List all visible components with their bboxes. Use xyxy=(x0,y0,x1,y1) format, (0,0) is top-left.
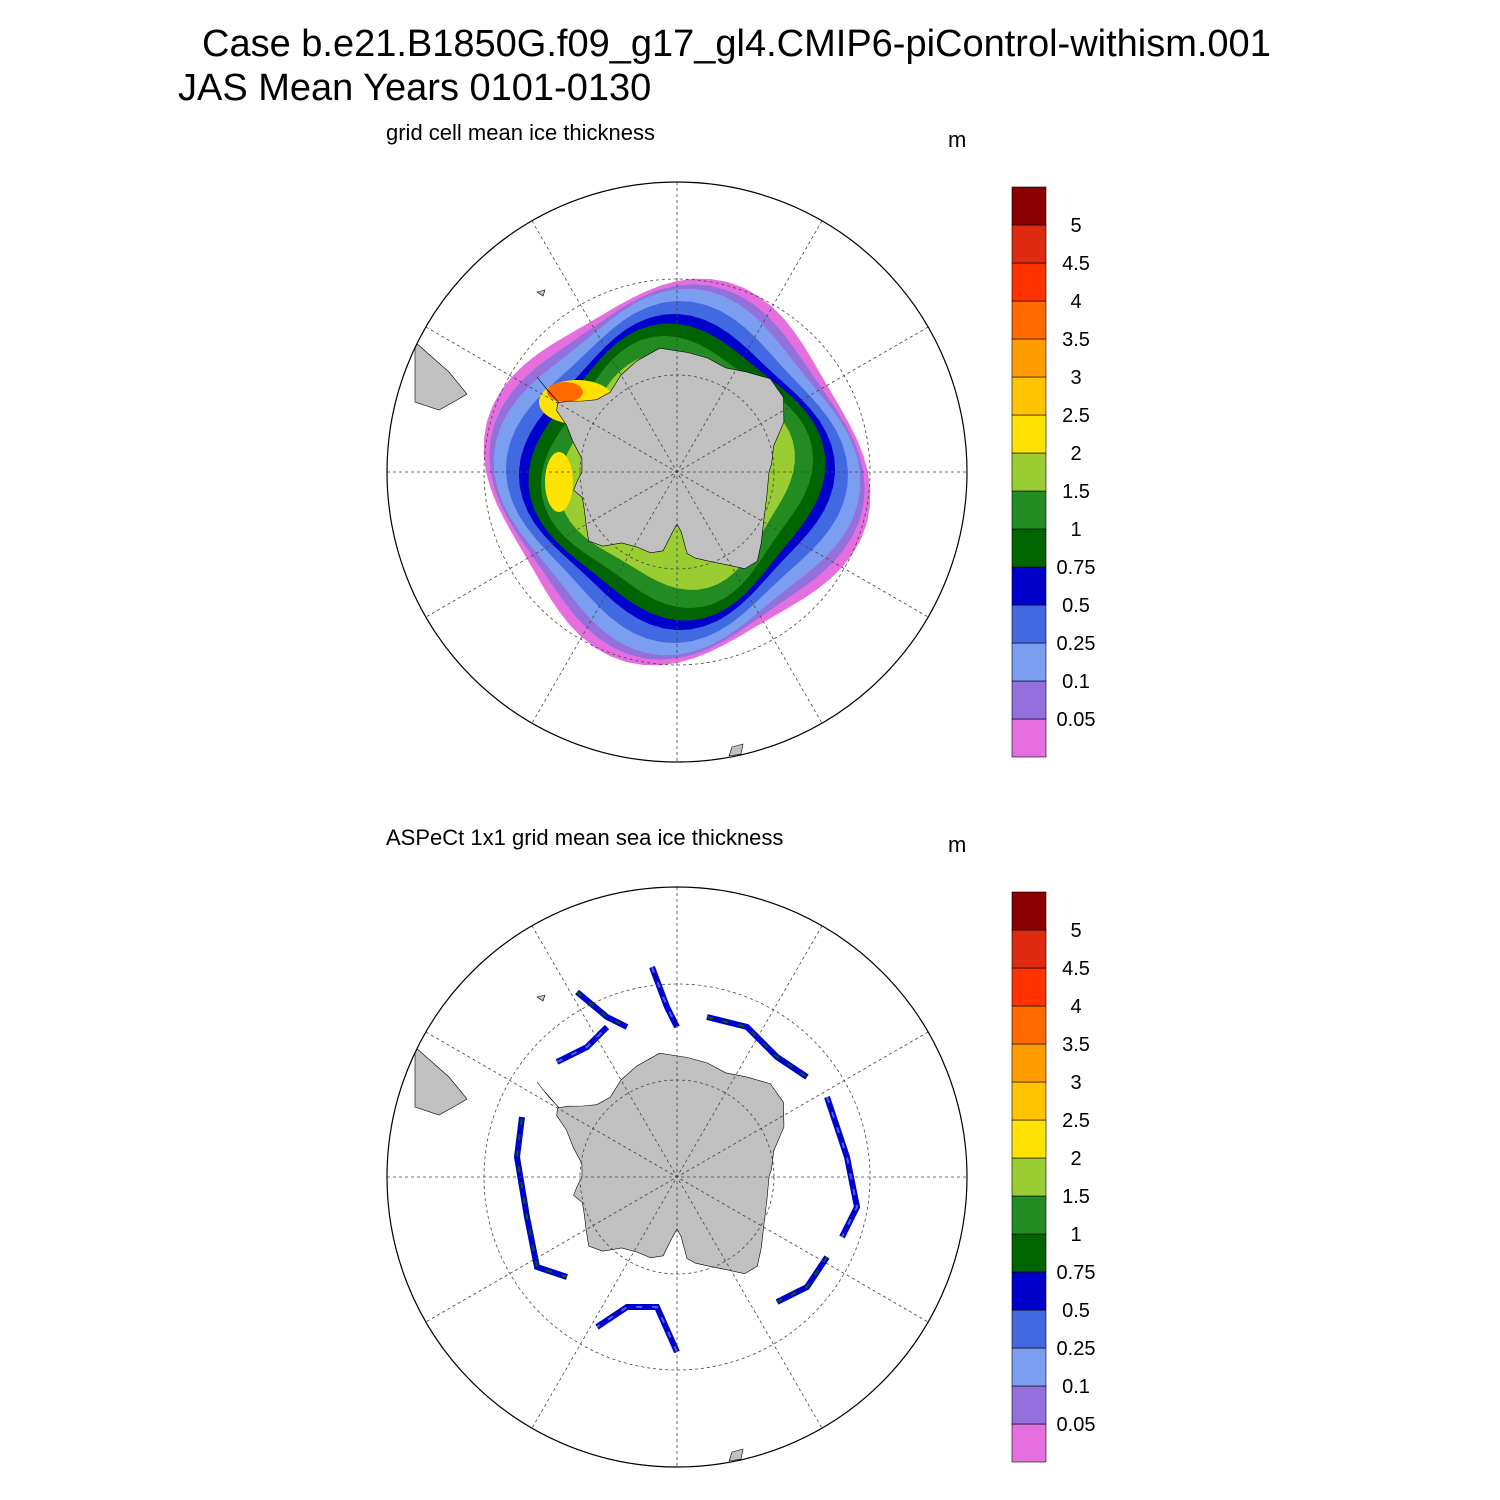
panel2-observation-track-detail xyxy=(515,1116,568,1278)
panel2-colorbar-tick-label: 2.5 xyxy=(1062,1110,1090,1132)
panel1-south-america xyxy=(414,341,468,411)
panel2-colorbar-swatch xyxy=(1011,1347,1047,1387)
panel2-new-zealand xyxy=(728,1448,744,1462)
panel1-colorbar-swatch xyxy=(1011,528,1047,568)
panel2-colorbar-tick-label: 0.25 xyxy=(1057,1338,1096,1360)
panel1-thickness-band xyxy=(545,452,573,512)
panel1-colorbar-tick-label: 2.5 xyxy=(1062,405,1090,427)
panel1-colorbar-swatch xyxy=(1011,338,1047,378)
panel1-colorbar-tick-label: 0.1 xyxy=(1062,671,1090,693)
panel1-map-border xyxy=(386,181,968,763)
panel1-colorbar-swatch xyxy=(1011,414,1047,454)
panel1-colorbar-tick-label: 0.75 xyxy=(1057,557,1096,579)
panel1-colorbar-swatch xyxy=(1011,300,1047,340)
panel2-colorbar-swatch xyxy=(1011,1119,1047,1159)
panel1-colorbar-swatch xyxy=(1011,642,1047,682)
panel1-colorbar-swatch xyxy=(1011,604,1047,644)
panel1-antarctica xyxy=(556,347,785,570)
panel1-title: grid cell mean ice thickness xyxy=(386,120,656,145)
panel1-units: m xyxy=(948,127,967,152)
panel1-colorbar-tick-label: 4.5 xyxy=(1062,253,1090,275)
panel1-map xyxy=(386,181,968,763)
panel2-colorbar-swatch xyxy=(1011,1233,1047,1273)
panel1-colorbar-swatch xyxy=(1011,262,1047,302)
panel2-title: ASPeCt 1x1 grid mean sea ice thickness xyxy=(386,825,784,850)
panel1-colorbar-swatch xyxy=(1011,680,1047,720)
panel2-meridian xyxy=(425,1031,929,1323)
panel2-colorbar-tick-label: 2 xyxy=(1070,1148,1081,1170)
panel1-colorbar-tick-label: 0.05 xyxy=(1057,709,1096,731)
panel1-colorbar-tick-label: 0.5 xyxy=(1062,595,1090,617)
panel1-colorbar-tick-label: 3 xyxy=(1070,367,1081,389)
panel1-colorbar-tick-label: 5 xyxy=(1070,215,1081,237)
panel1-meridian xyxy=(425,326,929,618)
panel1-colorbar-tick-label: 1 xyxy=(1070,519,1081,541)
figure-title-case: Case b.e21.B1850G.f09_g17_gl4.CMIP6-piCo… xyxy=(202,23,1271,65)
panel1-thickness-band xyxy=(547,382,583,402)
panel2-graticule xyxy=(387,887,967,1467)
panel2-colorbar-tick-label: 1 xyxy=(1070,1224,1081,1246)
panel2-colorbar-tick-label: 0.75 xyxy=(1057,1262,1096,1284)
panel1-colorbar-swatch xyxy=(1011,566,1047,606)
panel2-colorbar-swatch xyxy=(1011,1423,1047,1463)
panel2-observation-track-detail xyxy=(576,991,628,1028)
panel2-colorbar-swatch xyxy=(1011,1081,1047,1121)
panel2-observation-track-detail xyxy=(826,1096,859,1238)
panel2-colorbar-tick-label: 1.5 xyxy=(1062,1186,1090,1208)
panel1-colorbar-tick-label: 0.25 xyxy=(1057,633,1096,655)
panel2-observation-track xyxy=(649,965,680,1029)
panel2-colorbar-tick-label: 4.5 xyxy=(1062,958,1090,980)
panel2-colorbar-swatch xyxy=(1011,929,1047,969)
panel1-colorbar-swatch xyxy=(1011,718,1047,758)
panel2-colorbar-tick-label: 0.5 xyxy=(1062,1300,1090,1322)
panel2-colorbar-swatch xyxy=(1011,1195,1047,1235)
panel1-colorbar-swatch xyxy=(1011,452,1047,492)
panel2-colorbar-swatch xyxy=(1011,1271,1047,1311)
panel2-content xyxy=(414,965,861,1462)
panel2-observation-track-detail xyxy=(556,1026,608,1063)
panel1-new-zealand xyxy=(728,743,744,757)
panel2-observation-track-detail xyxy=(776,1256,828,1303)
panel2-map-border xyxy=(386,886,968,1468)
panel2-colorbar-tick-label: 0.1 xyxy=(1062,1376,1090,1398)
panel2-colorbar-tick-label: 3.5 xyxy=(1062,1034,1090,1056)
panel1-colorbar-tick-label: 1.5 xyxy=(1062,481,1090,503)
panel1-colorbar: 0.05 0.1 0.25 0.5 0.75 1 1.5 2 2.5 3 3.5 4 4.5 5 xyxy=(1011,186,1096,758)
panel2-antarctica xyxy=(556,1052,785,1275)
panel1-colorbar-tick-label: 3.5 xyxy=(1062,329,1090,351)
panel2-colorbar-swatch xyxy=(1011,1309,1047,1349)
panel2-colorbar-swatch xyxy=(1011,1157,1047,1197)
panel2-observation-track-detail xyxy=(596,1306,678,1353)
panel2-colorbar-tick-label: 4 xyxy=(1070,996,1081,1018)
figure-title-period: JAS Mean Years 0101-0130 xyxy=(178,67,652,109)
panel1-graticule xyxy=(387,182,967,762)
panel2-colorbar-swatch xyxy=(1011,1005,1047,1045)
panel1-colorbar-swatch xyxy=(1011,490,1047,530)
panel2-south-america xyxy=(414,1046,468,1116)
panel2-colorbar-swatch xyxy=(1011,1385,1047,1425)
panel1-island xyxy=(536,289,546,297)
panel2-colorbar-tick-label: 5 xyxy=(1070,920,1081,942)
panel1-colorbar-swatch xyxy=(1011,186,1047,226)
panel1-colorbar-tick-label: 2 xyxy=(1070,443,1081,465)
panel2-colorbar-swatch xyxy=(1011,1043,1047,1083)
panel2-colorbar-swatch xyxy=(1011,967,1047,1007)
panel1-colorbar-swatch xyxy=(1011,224,1047,264)
panel2-colorbar-swatch xyxy=(1011,891,1047,931)
panel2-colorbar-tick-label: 3 xyxy=(1070,1072,1081,1094)
panel2-colorbar-tick-label: 0.05 xyxy=(1057,1414,1096,1436)
panel1-colorbar-swatch xyxy=(1011,376,1047,416)
panel2-map xyxy=(386,886,968,1468)
panel2-island xyxy=(536,994,546,1002)
panel2-units: m xyxy=(948,832,967,857)
panel1-colorbar-tick-label: 4 xyxy=(1070,291,1081,313)
panel2-observation-track-detail xyxy=(706,1016,808,1078)
panel2-colorbar: 0.05 0.1 0.25 0.5 0.75 1 1.5 2 2.5 3 3.5 4 4.5 5 xyxy=(1011,891,1096,1463)
